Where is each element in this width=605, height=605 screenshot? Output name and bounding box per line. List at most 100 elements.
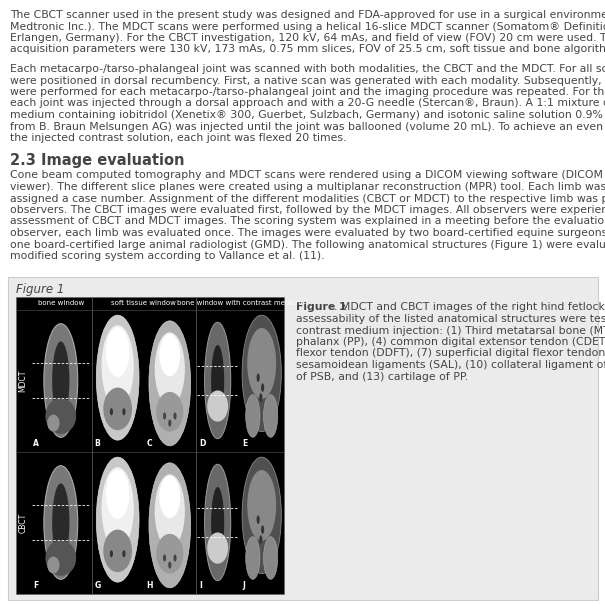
Text: Erlangen, Germany). For the CBCT investigation, 120 kV, 64 mAs, and field of vie: Erlangen, Germany). For the CBCT investi… [10, 33, 605, 43]
Bar [16, 296, 284, 594]
Text: MDCT: MDCT [19, 369, 27, 391]
Ellipse shape [45, 398, 76, 434]
Text: flexor tendon (DDFT), (7) superficial digital flexor tendon (SDFT), (8) digital : flexor tendon (DDFT), (7) superficial di… [296, 348, 605, 359]
Ellipse shape [103, 529, 132, 572]
Text: Medtronic Inc.). The MDCT scans were performed using a helical 16-slice MDCT sca: Medtronic Inc.). The MDCT scans were per… [10, 22, 605, 31]
Text: were positioned in dorsal recumbency. First, a native scan was generated with ea: were positioned in dorsal recumbency. Fi… [10, 76, 605, 85]
Ellipse shape [106, 327, 129, 377]
Ellipse shape [96, 315, 139, 440]
Ellipse shape [52, 483, 70, 561]
Ellipse shape [242, 315, 281, 431]
Text: of PSB, and (13) cartilage of PP.: of PSB, and (13) cartilage of PP. [296, 371, 468, 382]
Ellipse shape [207, 532, 228, 564]
Text: the injected contrast solution, each joint was flexed 20 times.: the injected contrast solution, each joi… [10, 133, 347, 143]
Ellipse shape [155, 332, 185, 406]
Text: each joint was injected through a dorsal approach and with a 20-G needle (Sterca: each joint was injected through a dorsal… [10, 99, 605, 108]
Text: C: C [147, 439, 152, 448]
Ellipse shape [174, 413, 177, 419]
Ellipse shape [204, 322, 231, 439]
Text: assigned a case number. Assignment of the different modalities (CBCT or MDCT) to: assigned a case number. Assignment of th… [10, 194, 605, 203]
Text: 2.3 Image evaluation: 2.3 Image evaluation [10, 152, 185, 168]
Ellipse shape [44, 324, 78, 437]
Text: medium containing iobitridol (Xenetix® 300, Guerbet, Sulzbach, Germany) and isot: medium containing iobitridol (Xenetix® 3… [10, 110, 605, 120]
Text: were performed for each metacarpo-/tarso-phalangeal joint and the imaging proced: were performed for each metacarpo-/tarso… [10, 87, 605, 97]
Text: The CBCT scanner used in the present study was designed and FDA-approved for use: The CBCT scanner used in the present stu… [10, 10, 605, 20]
Text: B: B [94, 439, 100, 448]
Text: bone window: bone window [38, 300, 84, 306]
Ellipse shape [44, 466, 78, 580]
Text: H: H [147, 581, 153, 590]
Ellipse shape [155, 474, 185, 548]
Ellipse shape [246, 394, 260, 437]
Ellipse shape [260, 535, 263, 544]
Ellipse shape [257, 515, 260, 524]
Ellipse shape [163, 554, 166, 561]
Text: . MDCT and CBCT images of the right hind fetlock region of a 15-year-old gelding: . MDCT and CBCT images of the right hind… [334, 302, 605, 313]
Text: assessability of the listed anatomical structures were tested in MDCT and CBCT i: assessability of the listed anatomical s… [296, 314, 605, 324]
Text: I: I [199, 581, 201, 590]
Ellipse shape [168, 419, 171, 427]
Text: bone window with contrast medium: bone window with contrast medium [177, 300, 302, 306]
Ellipse shape [260, 393, 263, 402]
Text: E: E [243, 439, 247, 448]
Ellipse shape [110, 408, 113, 415]
Ellipse shape [149, 463, 191, 588]
Text: D: D [199, 439, 205, 448]
Ellipse shape [156, 534, 183, 574]
Ellipse shape [47, 557, 59, 574]
Ellipse shape [247, 328, 276, 399]
Ellipse shape [96, 457, 139, 582]
Text: F: F [33, 581, 38, 590]
Ellipse shape [102, 325, 134, 408]
Ellipse shape [211, 345, 224, 416]
Text: observer, each limb was evaluated once. The images were evaluated by two board-c: observer, each limb was evaluated once. … [10, 228, 605, 238]
Ellipse shape [110, 550, 113, 557]
Text: Figure 1: Figure 1 [296, 302, 347, 313]
Ellipse shape [204, 464, 231, 581]
Text: one board-certified large animal radiologist (GMD). The following anatomical str: one board-certified large animal radiolo… [10, 240, 605, 249]
Text: J: J [243, 581, 246, 590]
Ellipse shape [149, 321, 191, 446]
Ellipse shape [156, 392, 183, 431]
Ellipse shape [106, 469, 129, 519]
Text: modified scoring system according to Vallance et al. (11).: modified scoring system according to Val… [10, 251, 324, 261]
Text: A: A [33, 439, 39, 448]
Ellipse shape [242, 457, 281, 574]
Ellipse shape [47, 414, 59, 431]
Text: from B. Braun Melsungen AG) was injected until the joint was ballooned (volume 2: from B. Braun Melsungen AG) was injected… [10, 122, 605, 131]
Ellipse shape [247, 470, 276, 541]
Ellipse shape [159, 333, 180, 376]
Ellipse shape [122, 408, 125, 415]
Ellipse shape [257, 373, 260, 382]
Ellipse shape [52, 341, 70, 419]
Text: Cone beam computed tomography and MDCT scans were rendered using a DICOM viewing: Cone beam computed tomography and MDCT s… [10, 171, 605, 180]
Text: viewer). The different slice planes were created using a multiplanar reconstruct: viewer). The different slice planes were… [10, 182, 605, 192]
Ellipse shape [264, 537, 278, 580]
Ellipse shape [122, 550, 125, 557]
Ellipse shape [174, 554, 177, 561]
Text: assessment of CBCT and MDCT images. The scoring system was explained in a meetin: assessment of CBCT and MDCT images. The … [10, 217, 605, 226]
Text: contrast medium injection: (1) Third metatarsal bone (MTIII), (2) proximal sesam: contrast medium injection: (1) Third met… [296, 325, 605, 336]
Text: Figure 1: Figure 1 [16, 283, 64, 295]
Text: acquisition parameters were 130 kV, 173 mAs, 0.75 mm slices, FOV of 25.5 cm, sof: acquisition parameters were 130 kV, 173 … [10, 45, 605, 54]
Ellipse shape [159, 476, 180, 518]
Ellipse shape [168, 561, 171, 569]
Text: Each metacarpo-/tarso-phalangeal joint was scanned with both modalities, the CBC: Each metacarpo-/tarso-phalangeal joint w… [10, 64, 605, 74]
Text: phalanx (PP), (4) common digital extensor tendon (CDET), (5) suspensory ligament: phalanx (PP), (4) common digital extenso… [296, 337, 605, 347]
Bar [8, 276, 598, 600]
Ellipse shape [163, 413, 166, 419]
Text: observers. The CBCT images were evaluated first, followed by the MDCT images. Al: observers. The CBCT images were evaluate… [10, 205, 605, 215]
Ellipse shape [45, 540, 76, 576]
Text: soft tissue window: soft tissue window [111, 300, 176, 306]
Ellipse shape [261, 384, 264, 392]
Ellipse shape [207, 390, 228, 422]
Ellipse shape [264, 394, 278, 437]
Ellipse shape [211, 487, 224, 558]
Ellipse shape [261, 525, 264, 534]
Ellipse shape [246, 537, 260, 580]
Ellipse shape [102, 467, 134, 549]
Text: sesamoidean ligaments (SAL), (10) collateral ligament of the fetlock (CL), (11) : sesamoidean ligaments (SAL), (10) collat… [296, 360, 605, 370]
Text: G: G [94, 581, 101, 590]
Text: CBCT: CBCT [19, 512, 27, 532]
Ellipse shape [103, 388, 132, 430]
